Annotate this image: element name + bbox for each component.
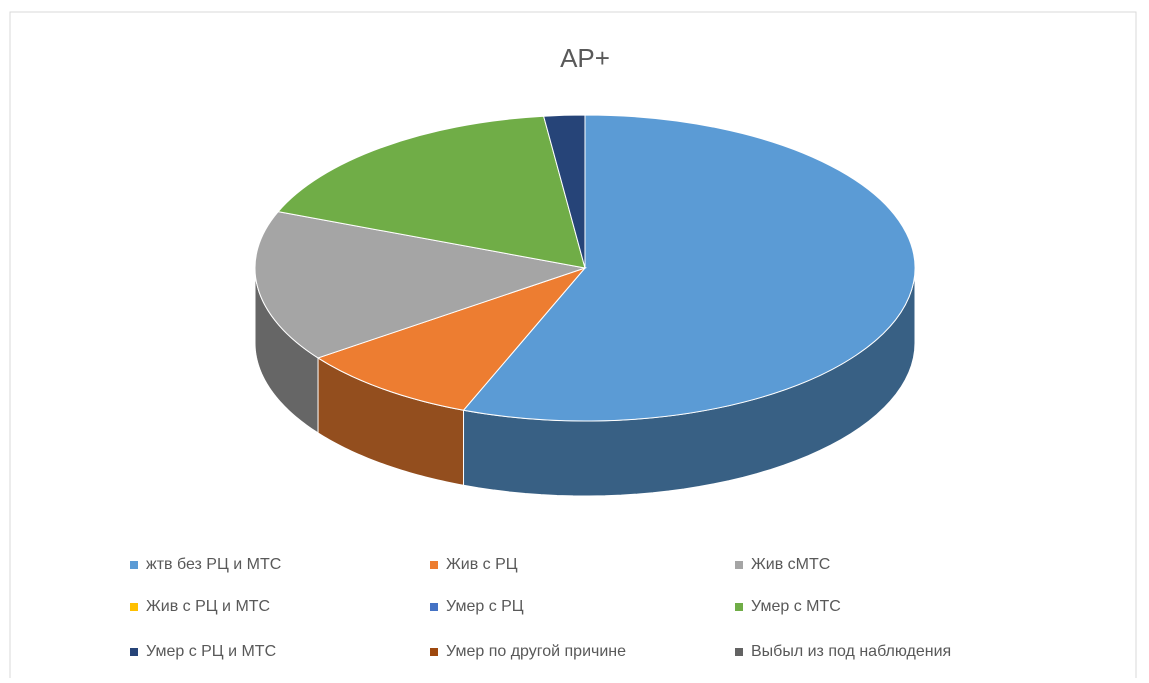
legend-swatch <box>735 648 743 656</box>
legend-label: Жив сМТС <box>751 556 830 573</box>
legend-label: жтв без РЦ и МТС <box>146 556 281 573</box>
slice-top <box>462 114 916 422</box>
legend-label: Умер с РЦ <box>446 598 524 615</box>
legend-label: Жив с РЦ и МТС <box>146 598 270 615</box>
slice-top <box>277 115 586 269</box>
legend-label: Умер по другой причине <box>446 643 626 660</box>
legend-swatch <box>735 561 743 569</box>
slice-top <box>316 266 587 411</box>
legend-label: Жив с РЦ <box>446 556 518 573</box>
slice <box>277 115 586 269</box>
slice <box>254 211 587 434</box>
legend-label: Умер с РЦ и МТС <box>146 643 276 660</box>
slice <box>542 114 586 269</box>
legend-swatch <box>430 561 438 569</box>
slice-top <box>542 114 586 269</box>
legend-swatch <box>130 648 138 656</box>
chart-title: AP+ <box>560 43 610 73</box>
legend-label: Умер с МТС <box>751 598 841 615</box>
legend-swatch <box>735 603 743 611</box>
legend-swatch <box>430 603 438 611</box>
legend-swatch <box>130 603 138 611</box>
legend-swatch <box>430 648 438 656</box>
slice-top <box>254 211 587 359</box>
legend-swatch <box>130 561 138 569</box>
legend-label: Выбыл из под наблюдения <box>751 643 951 660</box>
